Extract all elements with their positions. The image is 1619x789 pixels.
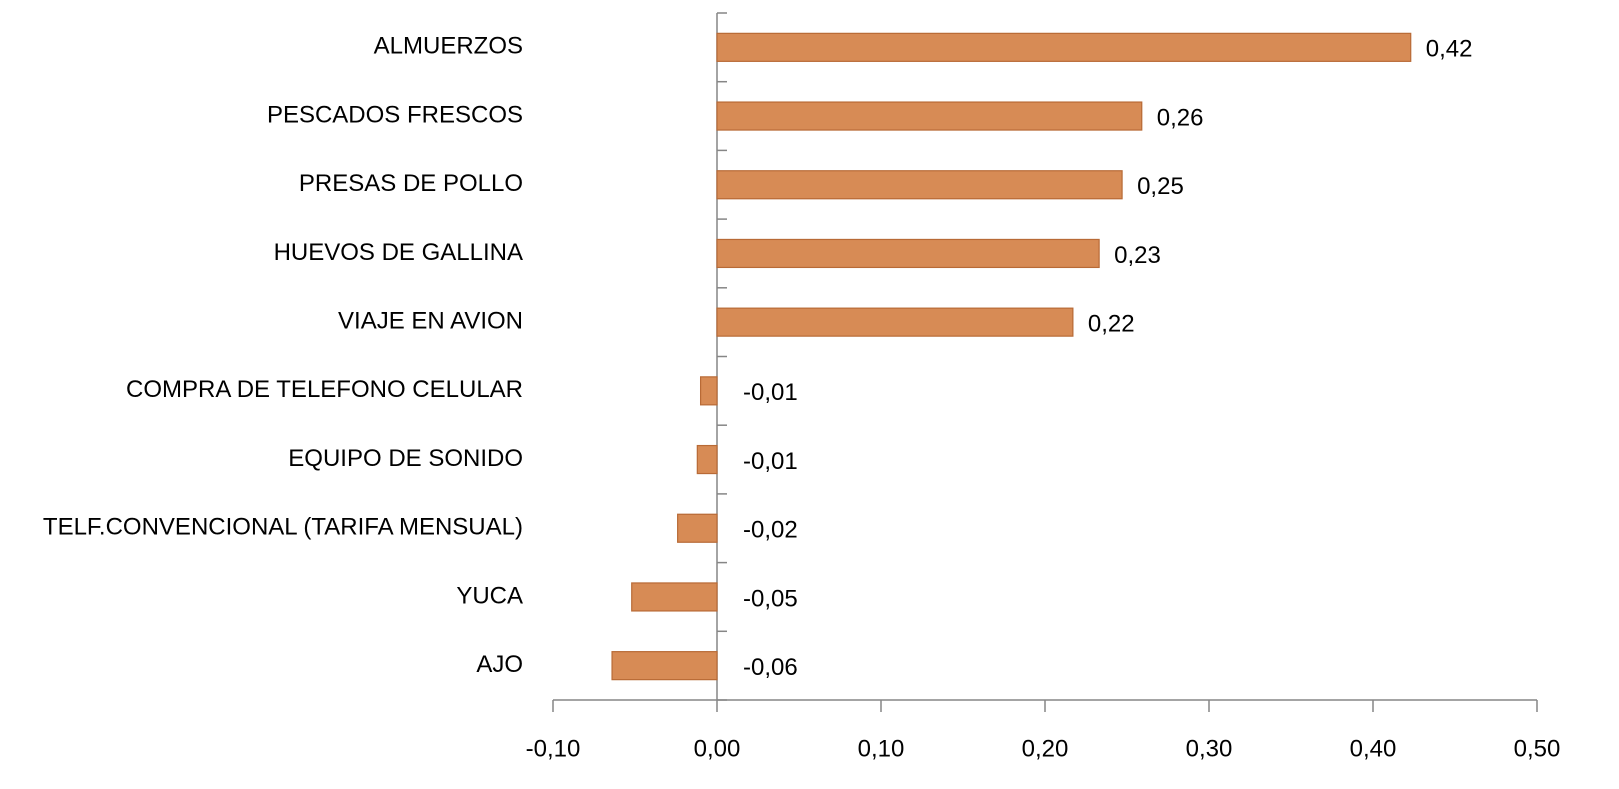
bar [716,307,1074,337]
bar [716,101,1143,131]
data-label: -0,01 [743,448,798,475]
data-label: -0,01 [743,379,798,406]
data-label: -0,06 [743,654,798,681]
bar [699,376,718,406]
data-label: -0,05 [743,585,798,612]
bar [716,32,1412,62]
y-tick-label: PRESAS DE POLLO [299,170,523,197]
x-tick-label: 0,40 [1350,735,1397,762]
data-label: 0,42 [1426,36,1473,63]
y-tick-label: AJO [476,651,523,678]
y-tick-label: EQUIPO DE SONIDO [288,445,523,472]
x-tick-label: -0,10 [526,735,581,762]
y-tick-label: VIAJE EN AVION [338,307,523,334]
bar [716,238,1100,269]
y-tick-label: PESCADOS FRESCOS [267,101,523,128]
data-label: 0,25 [1137,173,1184,200]
bar [716,170,1123,200]
data-label: 0,23 [1114,242,1161,269]
y-tick-label: HUEVOS DE GALLINA [274,239,523,266]
y-tick-label: TELF.CONVENCIONAL (TARIFA MENSUAL) [43,514,523,541]
x-tick-label: 0,50 [1514,735,1561,762]
y-tick-label: YUCA [456,582,523,609]
x-tick-label: 0,10 [858,735,905,762]
bar [696,444,718,475]
x-tick-label: 0,00 [694,735,741,762]
bar [611,651,718,681]
data-label: -0,02 [743,517,798,544]
bar [677,513,718,543]
y-tick-label: ALMUERZOS [374,33,523,60]
x-tick-label: 0,20 [1022,735,1069,762]
x-tick-label: 0,30 [1186,735,1233,762]
bar [631,582,718,612]
data-label: 0,22 [1088,310,1135,337]
data-label: 0,26 [1157,104,1204,131]
y-tick-label: COMPRA DE TELEFONO CELULAR [126,376,523,403]
